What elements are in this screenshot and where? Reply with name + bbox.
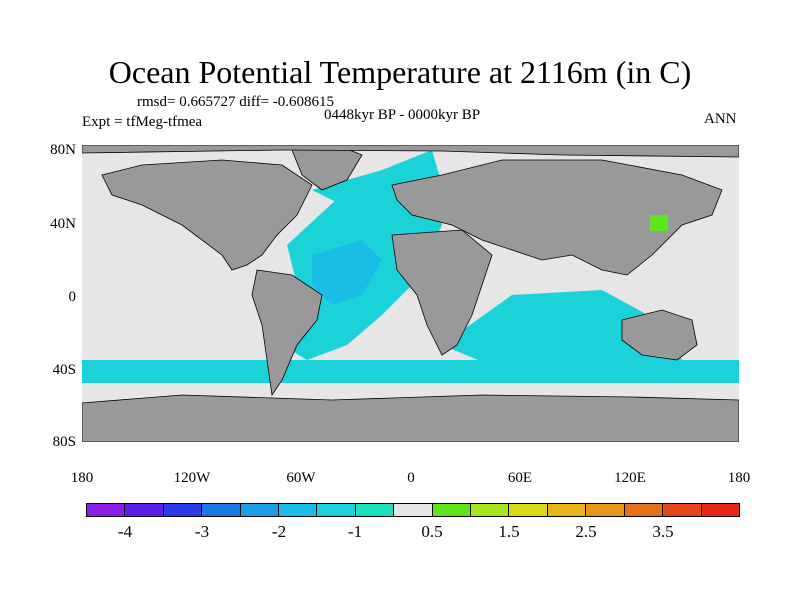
colorbar-swatch bbox=[394, 504, 433, 516]
colorbar-swatch bbox=[163, 504, 203, 516]
colorbar-swatch bbox=[317, 504, 356, 516]
colorbar-label: 0.5 bbox=[421, 522, 443, 541]
colorbar-swatch bbox=[624, 504, 664, 516]
lon-tick-120w: 120W bbox=[173, 470, 211, 486]
lon-tick-60e: 60E bbox=[507, 470, 533, 486]
north-america bbox=[101, 159, 313, 271]
lon-tick-180w: 180 bbox=[70, 470, 94, 486]
colorbar-label: 3.5 bbox=[652, 522, 674, 541]
colorbar-swatch bbox=[471, 504, 510, 516]
antarctica bbox=[82, 394, 739, 442]
land-masses bbox=[82, 145, 739, 442]
period-label: 0448kyr BP - 0000kyr BP bbox=[324, 107, 481, 123]
colorbar-swatch bbox=[240, 504, 280, 516]
lon-tick-60w: 60W bbox=[286, 470, 316, 486]
colorbar-swatch bbox=[701, 504, 739, 516]
colorbar-swatch bbox=[586, 504, 625, 516]
colorbar-swatch bbox=[202, 504, 241, 516]
lat-tick-80s: 80S bbox=[52, 434, 76, 450]
colorbar-label: 1.5 bbox=[498, 522, 520, 541]
stats-label: rmsd= 0.665727 diff= -0.608615 bbox=[137, 94, 335, 110]
colorbar-swatch bbox=[547, 504, 587, 516]
lat-tick-80n: 80N bbox=[50, 142, 76, 158]
colorbar-label: -1 bbox=[347, 522, 363, 541]
colorbar-label: -2 bbox=[271, 522, 287, 541]
colorbar-label: 2.5 bbox=[575, 522, 597, 541]
antarctic-fringe bbox=[82, 383, 739, 391]
colorbar-swatch bbox=[355, 504, 395, 516]
africa bbox=[391, 229, 493, 356]
colorbar-swatch bbox=[279, 504, 318, 516]
world-map bbox=[82, 145, 739, 442]
colorbar-swatch bbox=[509, 504, 548, 516]
arctic-land bbox=[82, 145, 739, 158]
colorbar-label: -4 bbox=[117, 522, 133, 541]
atlantic-deep-anomaly bbox=[312, 240, 382, 305]
colorbar-swatch bbox=[663, 504, 702, 516]
lat-tick-0: 0 bbox=[68, 289, 77, 305]
australia bbox=[621, 309, 698, 361]
colorbar-label: -3 bbox=[194, 522, 210, 541]
lon-tick-180e: 180 bbox=[727, 470, 751, 486]
lat-tick-40s: 40S bbox=[52, 362, 76, 378]
colorbar-swatch bbox=[87, 504, 126, 516]
colorbar-swatch bbox=[125, 504, 164, 516]
season-label: ANN bbox=[704, 111, 737, 127]
lon-tick-0: 0 bbox=[407, 470, 415, 486]
eurasia bbox=[391, 159, 723, 276]
lat-tick-40n: 40N bbox=[50, 216, 76, 232]
experiment-label: Expt = tfMeg-tfmea bbox=[82, 114, 203, 130]
lon-tick-120e: 120E bbox=[614, 470, 646, 486]
colorbar-swatch bbox=[432, 504, 472, 516]
indian-ocean-anomaly bbox=[442, 290, 682, 370]
colorbar bbox=[86, 503, 740, 517]
south-america bbox=[251, 269, 323, 397]
warm-anomaly-patch bbox=[650, 215, 668, 231]
chart-title: Ocean Potential Temperature at 2116m (in… bbox=[108, 54, 692, 90]
